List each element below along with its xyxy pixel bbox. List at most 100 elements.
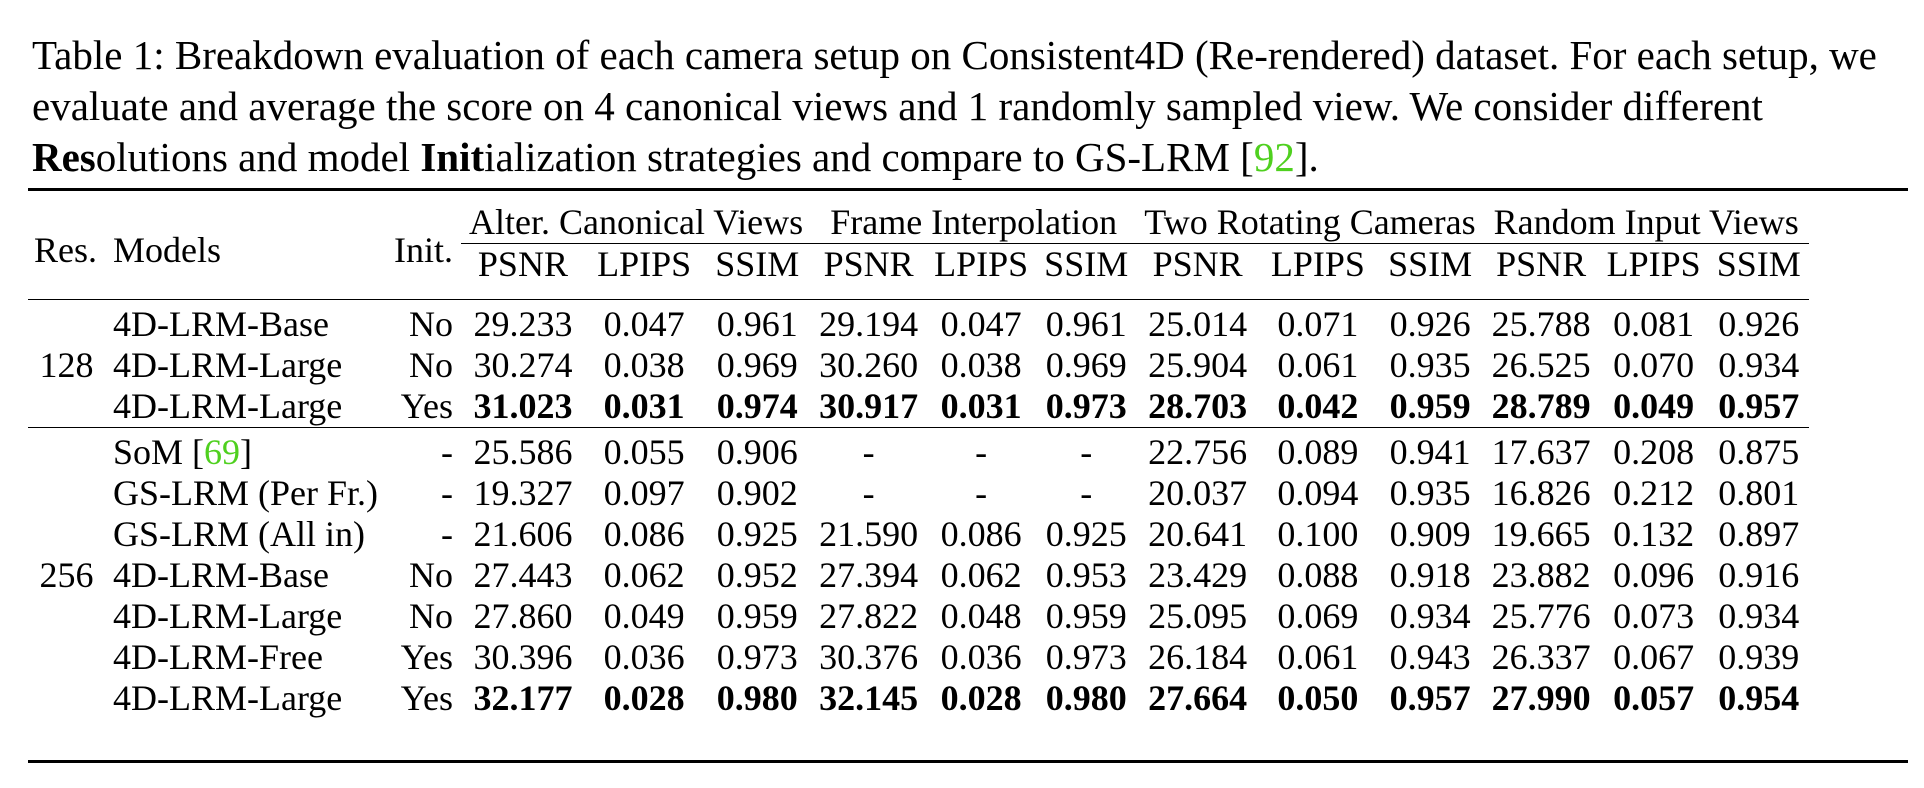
results-table: Res. Models Init. Alter. Canonical Views… — [28, 190, 1809, 719]
caption-prefix: Table 1: Breakdown evaluation of each ca… — [32, 32, 1877, 129]
value-cell: 0.959 — [716, 596, 798, 636]
value-cell: 0.036 — [940, 637, 1022, 677]
value-cell: - — [862, 432, 875, 472]
value-cell: 0.961 — [716, 304, 798, 344]
value-cell: 0.943 — [1389, 637, 1471, 677]
section-separator — [28, 299, 1809, 304]
value-cell: 20.641 — [1148, 514, 1248, 554]
value-cell: - — [862, 473, 875, 513]
header-metric: LPIPS — [1270, 244, 1365, 284]
value-cell: 0.094 — [1277, 473, 1359, 513]
value-cell: 0.969 — [1045, 345, 1127, 385]
table-row: 4D-LRM-Large Yes 32.177 0.028 0.980 32.145 0.0… — [28, 678, 1809, 719]
model-cell: 4D-LRM-Base — [105, 555, 386, 596]
model-name: 4D-LRM-Large — [113, 386, 343, 426]
value-cell: 0.952 — [716, 555, 798, 595]
value-cell: 30.274 — [473, 345, 573, 385]
caption-res-bold: Res — [32, 134, 96, 180]
value-cell: 0.906 — [716, 432, 798, 472]
citation-link[interactable]: 69 — [204, 432, 241, 472]
init-cell: No — [409, 555, 454, 595]
header-res: Res. — [34, 230, 97, 270]
value-cell: 0.801 — [1718, 473, 1800, 513]
init-cell: - — [441, 432, 454, 472]
value-cell: 0.939 — [1718, 637, 1800, 677]
value-cell: 27.860 — [473, 596, 573, 636]
value-cell: 31.023 — [473, 386, 573, 426]
value-cell: 0.061 — [1277, 345, 1359, 385]
value-cell: 0.049 — [1613, 386, 1695, 426]
value-cell: 0.973 — [716, 637, 798, 677]
value-cell: 0.959 — [1389, 386, 1471, 426]
table-row: 4D-LRM-Base No 27.443 0.062 0.952 27.394 0.062… — [28, 555, 1809, 596]
value-cell: 0.100 — [1277, 514, 1359, 554]
header-metric: PSNR — [1152, 244, 1243, 284]
value-cell: 27.664 — [1148, 678, 1248, 718]
value-cell: 27.443 — [473, 555, 573, 595]
value-cell: 0.973 — [1045, 637, 1127, 677]
value-cell: 0.954 — [1718, 678, 1800, 718]
model-cell: 4D-LRM-Large — [105, 386, 386, 428]
value-cell: 28.789 — [1491, 386, 1591, 426]
value-cell: 30.260 — [819, 345, 919, 385]
table-row: GS-LRM (Per Fr.) -19.327 0.097 0.902- - -20.0… — [28, 473, 1809, 514]
caption-res-rest: olutions and model — [95, 134, 421, 180]
table-row: 4D-LRM-Large No 27.860 0.049 0.959 27.822 0.04… — [28, 596, 1809, 637]
value-cell: 16.826 — [1491, 473, 1591, 513]
value-cell: 27.990 — [1491, 678, 1591, 718]
header-metric: LPIPS — [934, 244, 1029, 284]
header-metric: SSIM — [1044, 244, 1129, 284]
section-separator — [28, 427, 1809, 432]
value-cell: 0.957 — [1389, 678, 1471, 718]
value-cell: 25.776 — [1491, 596, 1591, 636]
header-group-1: Frame Interpolation — [811, 190, 1137, 244]
value-cell: 26.337 — [1491, 637, 1591, 677]
table-caption: Table 1: Breakdown evaluation of each ca… — [32, 30, 1912, 183]
model-cell: 4D-LRM-Base — [105, 304, 386, 345]
value-cell: 0.875 — [1718, 432, 1800, 472]
value-cell: 0.069 — [1277, 596, 1359, 636]
value-cell: 26.525 — [1491, 345, 1591, 385]
model-name: 4D-LRM-Large — [113, 345, 343, 385]
citation-link[interactable]: 92 — [1253, 134, 1295, 180]
value-cell: 20.037 — [1148, 473, 1248, 513]
value-cell: 25.788 — [1491, 304, 1591, 344]
init-cell: Yes — [400, 637, 454, 677]
value-cell: 0.953 — [1045, 555, 1127, 595]
value-cell: 0.042 — [1277, 386, 1359, 426]
value-cell: - — [1080, 473, 1093, 513]
init-cell: - — [441, 514, 454, 554]
model-name: 4D-LRM-Base — [113, 304, 329, 344]
value-cell: 19.327 — [473, 473, 573, 513]
value-cell: 0.916 — [1718, 555, 1800, 595]
model-name: 4D-LRM-Base — [113, 555, 329, 595]
value-cell: 0.208 — [1613, 432, 1695, 472]
value-cell: 0.028 — [940, 678, 1022, 718]
model-name: 4D-LRM-Free — [113, 637, 323, 677]
value-cell: 25.095 — [1148, 596, 1248, 636]
value-cell: 32.145 — [819, 678, 919, 718]
value-cell: 0.941 — [1389, 432, 1471, 472]
value-cell: 0.047 — [603, 304, 685, 344]
value-cell: 0.925 — [1045, 514, 1127, 554]
value-cell: 29.233 — [473, 304, 573, 344]
value-cell: 0.062 — [940, 555, 1022, 595]
header-metric: SSIM — [1716, 244, 1801, 284]
value-cell: 0.969 — [716, 345, 798, 385]
resolution-cell: 256 — [39, 555, 94, 595]
value-cell: 0.055 — [603, 432, 685, 472]
value-cell: 0.062 — [603, 555, 685, 595]
model-name: GS-LRM (All in) — [113, 514, 365, 554]
value-cell: 30.917 — [819, 386, 919, 426]
init-cell: No — [409, 345, 454, 385]
init-cell: Yes — [400, 386, 454, 426]
value-cell: 30.376 — [819, 637, 919, 677]
header-models: Models — [113, 230, 221, 270]
caption-init-bold: Init — [420, 134, 485, 180]
table-row: 128 4D-LRM-Base No 29.233 0.047 0.961 29.194 0.… — [28, 304, 1809, 385]
header-metric: LPIPS — [1606, 244, 1701, 284]
model-cell: SoM [69] — [105, 432, 386, 473]
value-cell: 25.904 — [1148, 345, 1248, 385]
value-cell: - — [975, 432, 988, 472]
model-name-suffix: ] — [240, 432, 253, 472]
